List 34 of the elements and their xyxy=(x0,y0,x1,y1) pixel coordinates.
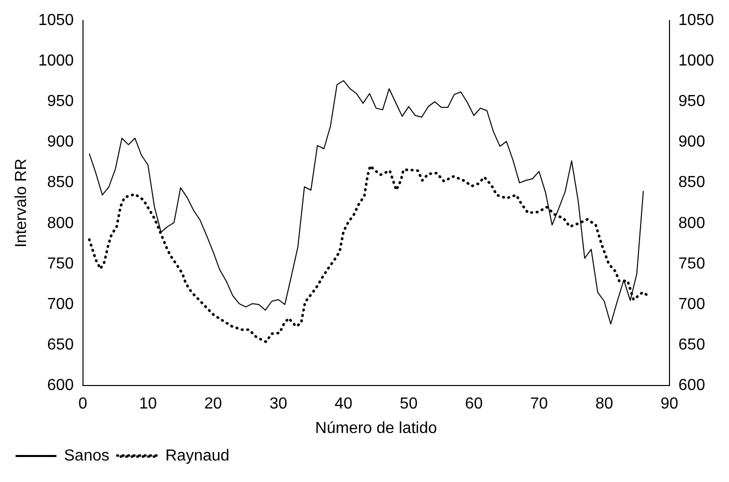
y2-tick-label: 600 xyxy=(678,377,706,394)
y2-tick-label: 800 xyxy=(678,214,706,232)
x-tick-label: 70 xyxy=(530,396,548,413)
y-tick-label: 750 xyxy=(47,255,74,272)
x-tick-label: 40 xyxy=(334,396,353,413)
y2-tick-label: 950 xyxy=(678,93,706,110)
y2-tick-label: 900 xyxy=(678,134,706,151)
x-axis-title: Número de latido xyxy=(315,420,438,437)
legend-label: Raynaud xyxy=(165,447,230,464)
y2-tick-label: 650 xyxy=(678,336,706,354)
y-tick-label: 1050 xyxy=(38,12,74,30)
x-tick-label: 90 xyxy=(660,396,678,413)
x-tick-label: 60 xyxy=(464,396,483,413)
x-tick-label: 0 xyxy=(78,396,88,413)
y-tick-label: 600 xyxy=(47,377,74,394)
y2-tick-label: 700 xyxy=(678,296,706,313)
y-tick-label: 650 xyxy=(47,336,74,354)
x-tick-label: 10 xyxy=(139,396,157,413)
y-tick-label: 850 xyxy=(47,174,74,192)
y-tick-label: 1000 xyxy=(38,52,74,70)
y-tick-label: 950 xyxy=(47,93,74,110)
y2-tick-label: 1050 xyxy=(678,12,714,30)
x-tick-label: 20 xyxy=(204,396,222,413)
y2-tick-label: 850 xyxy=(678,174,706,192)
x-tick-label: 80 xyxy=(595,396,614,413)
y-tick-label: 800 xyxy=(47,214,74,232)
x-tick-label: 50 xyxy=(400,396,418,413)
y-tick-label: 900 xyxy=(47,134,74,151)
legend-label: Sanos xyxy=(64,447,110,464)
x-tick-label: 30 xyxy=(269,396,288,413)
y-tick-label: 700 xyxy=(47,296,74,313)
y2-tick-label: 750 xyxy=(678,255,706,272)
y2-tick-label: 1000 xyxy=(678,52,714,70)
y-axis-title: Intervalo RR xyxy=(13,158,30,248)
